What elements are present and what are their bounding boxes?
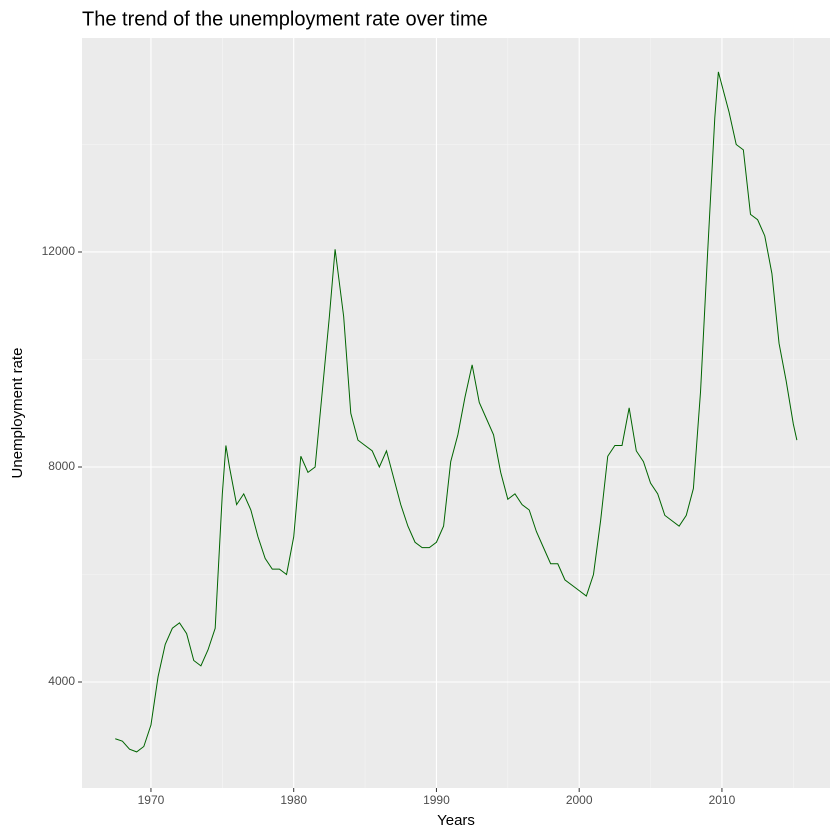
y-axis-title: Unemployment rate	[9, 348, 26, 479]
y-tick-label: 12000	[42, 244, 76, 258]
x-tick-label: 1980	[280, 793, 307, 807]
data-line	[115, 71, 798, 753]
x-tick-label: 2010	[709, 793, 736, 807]
x-axis-title: Years	[437, 812, 475, 829]
x-tick-label: 2000	[566, 793, 593, 807]
plot-panel	[82, 38, 830, 788]
x-tick-label: 1990	[423, 793, 450, 807]
x-tick-label: 1970	[138, 793, 165, 807]
y-tick-label: 4000	[48, 674, 75, 688]
chart-title: The trend of the unemployment rate over …	[82, 8, 488, 30]
y-tick-label: 8000	[48, 459, 75, 473]
